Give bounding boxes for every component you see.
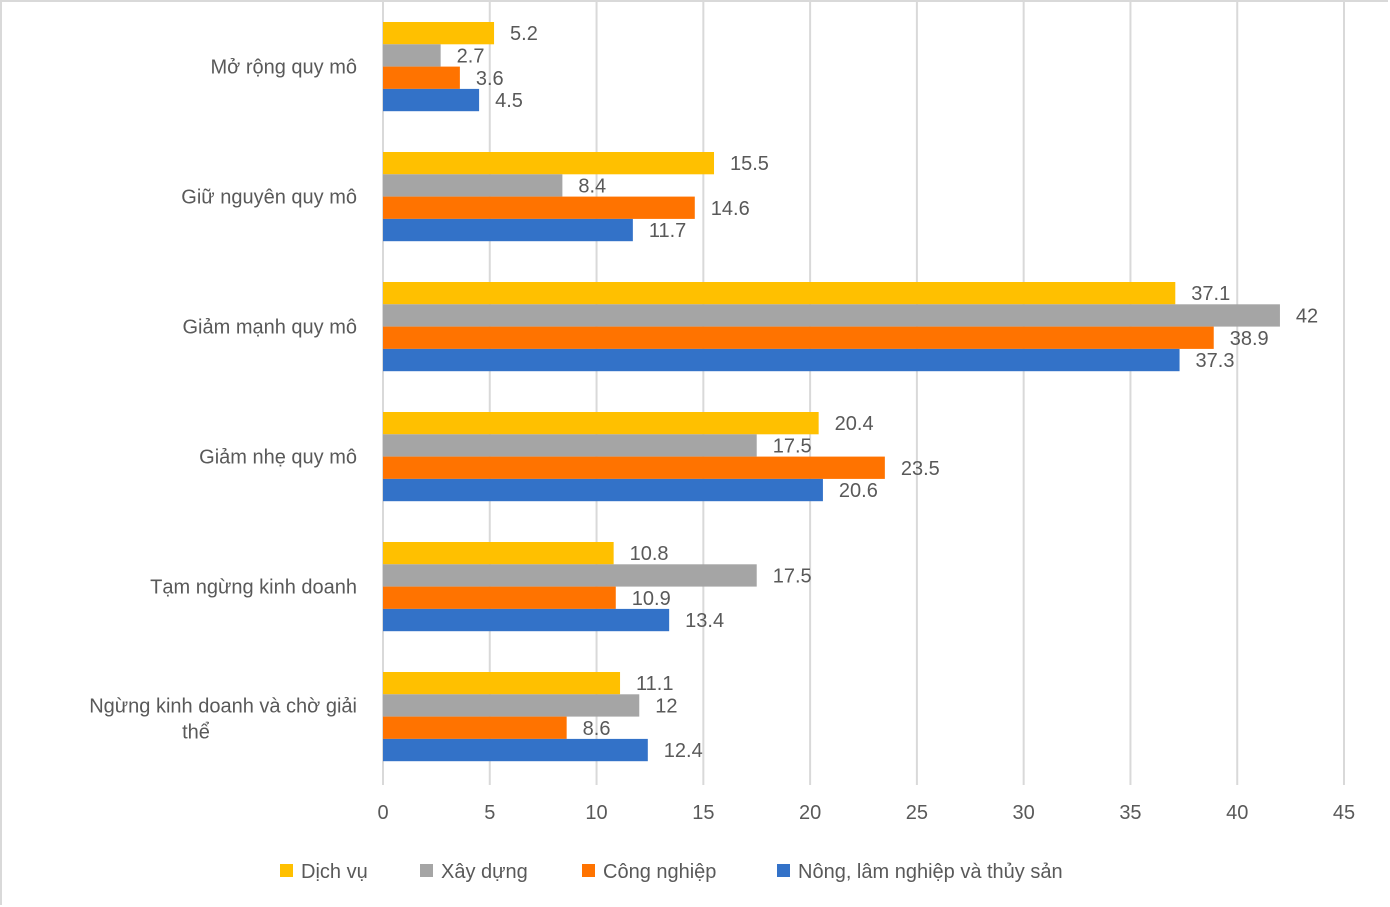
data-label: 20.4 bbox=[835, 413, 874, 435]
x-tick-label: 10 bbox=[585, 802, 607, 824]
bar bbox=[383, 174, 563, 197]
data-label: 17.5 bbox=[773, 565, 812, 587]
bar bbox=[383, 282, 1176, 305]
legend-swatch bbox=[420, 864, 433, 877]
bar bbox=[383, 196, 695, 219]
category-label: Tạm ngừng kinh doanh bbox=[150, 577, 357, 599]
data-label: 13.4 bbox=[685, 610, 724, 632]
bar bbox=[383, 716, 567, 739]
data-label: 11.1 bbox=[636, 673, 673, 695]
bar bbox=[383, 542, 614, 565]
x-tick-label: 30 bbox=[1013, 802, 1035, 824]
bar bbox=[383, 608, 670, 632]
x-tick-label: 15 bbox=[692, 802, 714, 824]
x-tick-label: 25 bbox=[906, 802, 928, 824]
data-label: 10.8 bbox=[630, 543, 669, 565]
data-label: 37.1 bbox=[1191, 283, 1230, 305]
data-label: 12 bbox=[655, 695, 677, 717]
legend-swatch bbox=[582, 864, 595, 877]
x-tick-label: 0 bbox=[377, 802, 388, 824]
bar bbox=[383, 348, 1180, 372]
data-label: 14.6 bbox=[711, 198, 750, 220]
bar bbox=[383, 738, 648, 762]
x-tick-label: 40 bbox=[1226, 802, 1248, 824]
bar bbox=[383, 88, 480, 112]
category-label: Mở rộng quy mô bbox=[210, 57, 357, 79]
bar bbox=[383, 152, 715, 175]
bar bbox=[383, 564, 757, 587]
bar bbox=[383, 44, 441, 67]
x-tick-label: 45 bbox=[1333, 802, 1355, 824]
bar bbox=[383, 672, 621, 695]
legend-swatch bbox=[280, 864, 293, 877]
data-label: 8.4 bbox=[578, 175, 606, 197]
bar bbox=[383, 218, 633, 242]
data-label: 20.6 bbox=[839, 480, 878, 502]
category-label: Giảm mạnh quy mô bbox=[182, 317, 357, 339]
bar bbox=[383, 694, 640, 717]
data-label: 2.7 bbox=[457, 45, 485, 67]
data-label: 11.7 bbox=[649, 220, 686, 242]
bar bbox=[383, 326, 1214, 349]
data-label: 15.5 bbox=[730, 153, 769, 175]
bar bbox=[383, 66, 460, 89]
x-tick-label: 5 bbox=[484, 802, 495, 824]
data-label: 17.5 bbox=[773, 435, 812, 457]
bar bbox=[383, 22, 495, 45]
bar bbox=[383, 586, 616, 609]
category-label: Ngừng kinh doanh và chờ giải thể bbox=[89, 696, 357, 744]
data-label: 42 bbox=[1296, 305, 1318, 327]
bar bbox=[383, 456, 885, 479]
legend-label: Xây dựng bbox=[441, 861, 528, 883]
data-label: 4.5 bbox=[495, 90, 523, 112]
bar bbox=[383, 434, 757, 457]
data-label: 8.6 bbox=[583, 718, 611, 740]
data-label: 3.6 bbox=[476, 68, 504, 90]
x-tick-label: 20 bbox=[799, 802, 821, 824]
data-label: 38.9 bbox=[1230, 328, 1269, 350]
legend-label: Nông, lâm nghiệp và thủy sản bbox=[798, 861, 1063, 883]
category-label: Giảm nhẹ quy mô bbox=[199, 447, 357, 469]
category-label: Giữ nguyên quy mô bbox=[181, 187, 357, 209]
bar bbox=[383, 478, 823, 502]
bar bbox=[383, 304, 1280, 327]
data-label: 37.3 bbox=[1196, 350, 1235, 372]
legend-label: Dịch vụ bbox=[301, 861, 368, 883]
legend-swatch bbox=[777, 864, 790, 877]
data-label: 12.4 bbox=[664, 740, 703, 762]
bar bbox=[383, 412, 819, 435]
data-label: 5.2 bbox=[510, 23, 538, 45]
data-label: 23.5 bbox=[901, 458, 940, 480]
legend-label: Công nghiệp bbox=[603, 861, 716, 883]
data-label: 10.9 bbox=[632, 588, 671, 610]
x-tick-label: 35 bbox=[1119, 802, 1141, 824]
